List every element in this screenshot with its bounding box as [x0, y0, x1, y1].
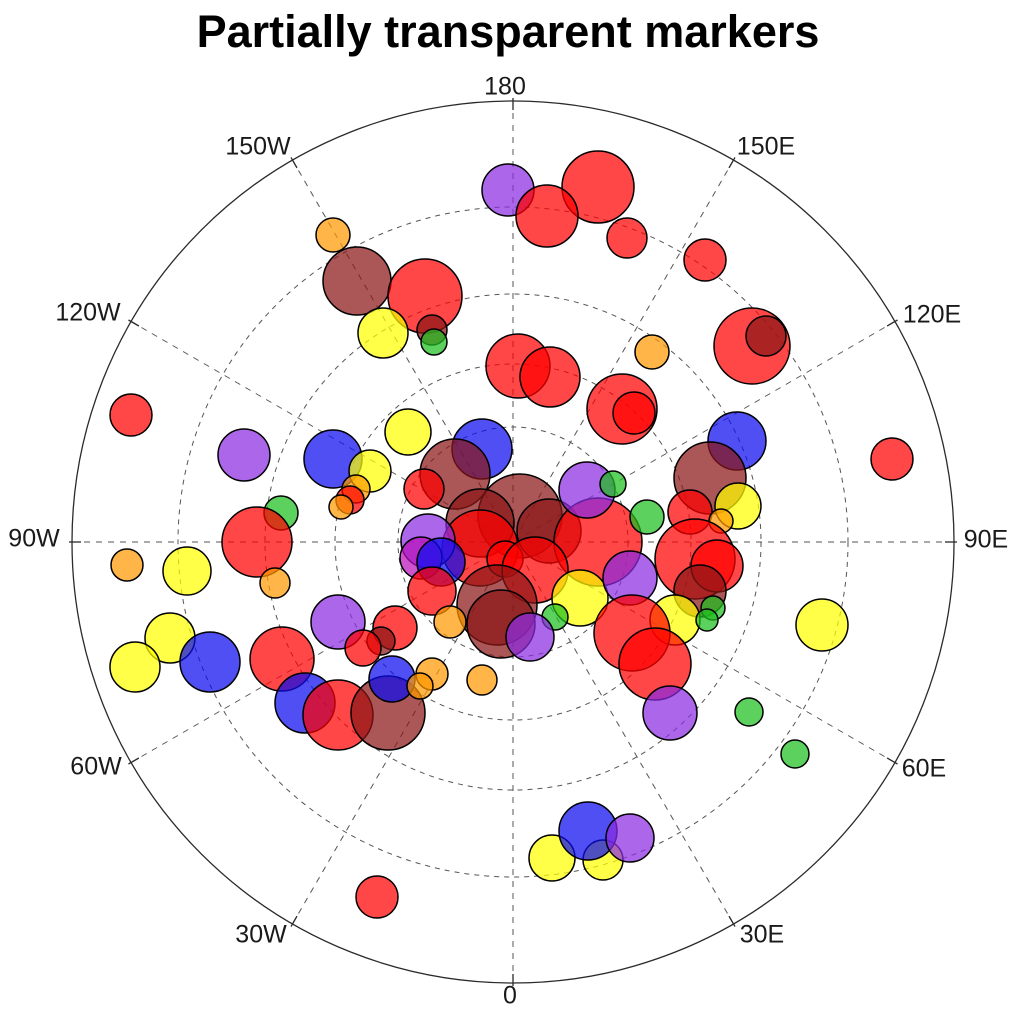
data-point-marker-red	[612, 391, 656, 435]
data-point-marker-orange	[328, 494, 354, 520]
data-point-marker-orange	[315, 217, 351, 253]
angle-label-30E: 30E	[740, 921, 784, 949]
data-point-marker-yellow	[384, 408, 432, 456]
angle-label-30W: 30W	[235, 921, 287, 949]
data-point-marker-red	[515, 184, 579, 248]
data-point-marker-red	[870, 437, 914, 481]
data-point-marker-purple	[217, 428, 271, 482]
angle-label-90E: 90E	[964, 526, 1008, 554]
data-point-marker-green	[420, 328, 448, 356]
data-point-marker-purple	[505, 612, 555, 662]
axis-tick	[290, 915, 298, 927]
data-point-marker-orange	[110, 548, 144, 582]
data-point-marker-red	[355, 875, 399, 919]
data-point-marker-orange	[466, 664, 498, 696]
angle-label-150E: 150E	[737, 133, 795, 161]
data-point-marker-maroon	[745, 315, 787, 357]
data-point-marker-purple	[642, 685, 698, 741]
angle-label-60E: 60E	[902, 755, 946, 783]
data-point-marker-purple	[605, 813, 655, 863]
data-point-marker-red	[407, 566, 457, 616]
angle-label-180: 180	[484, 73, 526, 101]
data-point-marker-red	[109, 393, 153, 437]
data-point-marker-blue	[368, 655, 416, 703]
data-point-marker-maroon	[322, 246, 392, 316]
data-point-marker-orange	[433, 605, 467, 639]
data-point-marker-yellow	[162, 546, 212, 596]
data-point-marker-green	[780, 739, 810, 769]
grid-ring	[177, 206, 849, 878]
data-point-marker-orange	[259, 567, 291, 599]
data-point-marker-green	[599, 470, 627, 498]
data-point-marker-orange	[634, 334, 670, 370]
axis-tick	[290, 157, 298, 169]
scatter-markers	[109, 150, 914, 919]
angle-label-0: 0	[503, 982, 517, 1010]
data-point-marker-green	[629, 499, 665, 535]
axis-tick	[886, 319, 898, 327]
angle-label-60W: 60W	[70, 753, 122, 781]
data-point-marker-blue	[179, 631, 241, 693]
axis-tick	[128, 757, 140, 765]
angle-label-120W: 120W	[55, 299, 121, 327]
data-point-marker-red	[221, 506, 293, 578]
data-point-marker-green	[695, 608, 719, 632]
axis-tick	[728, 915, 736, 927]
axis-tick	[728, 157, 736, 169]
angle-label-120E: 120E	[903, 301, 961, 329]
data-point-marker-yellow	[795, 598, 849, 652]
data-point-marker-yellow	[109, 641, 161, 693]
plot-title: Partially transparent markers	[197, 6, 820, 57]
axis-tick	[128, 319, 140, 327]
angle-labels: 180 150E 120E 90E 60E 30E 0 30W 60W 90W 120W 150W	[8, 73, 1008, 1010]
data-point-marker-red	[403, 468, 445, 510]
axis-tick	[886, 757, 898, 765]
data-point-marker-red	[561, 150, 635, 224]
grid-spoke	[130, 321, 896, 763]
data-point-marker-yellow	[357, 307, 409, 359]
data-point-marker-red	[606, 217, 648, 259]
grid-spoke	[292, 159, 734, 925]
angle-label-90W: 90W	[8, 525, 60, 553]
data-point-marker-green	[734, 697, 764, 727]
data-point-marker-orange	[406, 672, 434, 700]
data-point-marker-red	[519, 346, 581, 408]
data-point-marker-red	[344, 629, 382, 667]
angle-label-150W: 150W	[225, 133, 291, 161]
grid-spoke	[130, 321, 896, 763]
data-point-marker-red	[683, 238, 727, 282]
